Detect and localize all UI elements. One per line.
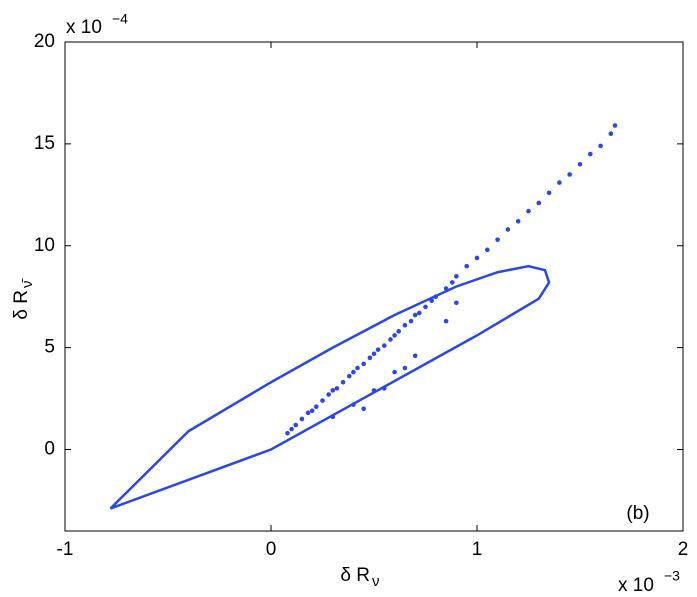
x-tick-label: 0 <box>266 539 277 560</box>
scatter-point <box>546 190 552 196</box>
scatter-point <box>382 343 387 348</box>
x-tick-label: 2 <box>678 539 689 560</box>
scatter-point <box>309 408 315 414</box>
x-axis-label: δ R <box>340 565 370 586</box>
scatter-point <box>330 388 336 393</box>
scatter-point <box>355 365 360 371</box>
scatter-point <box>326 392 331 397</box>
scatter-point <box>567 172 572 177</box>
scatter-point <box>577 161 583 167</box>
y-axis-label-group: δ R ν̄ <box>11 279 36 320</box>
scatter-point <box>305 410 311 416</box>
y-tick-label: 20 <box>34 31 55 52</box>
scatter-point <box>464 263 470 269</box>
curve <box>109 264 551 510</box>
scatter-point <box>423 304 428 310</box>
scatter-point <box>392 369 397 375</box>
scatter-point <box>443 318 449 324</box>
scatter-point <box>454 274 459 279</box>
y-tick-label: 15 <box>34 133 55 154</box>
scatter-point <box>375 347 381 352</box>
scatter-point <box>495 237 500 242</box>
scatter-point <box>367 355 373 361</box>
scatter-point <box>396 329 402 334</box>
scatter-point <box>412 353 418 359</box>
scatter-point <box>289 426 294 432</box>
y-multiplier: x 10 <box>66 17 102 38</box>
scatter-point <box>588 151 593 157</box>
scatter-point <box>408 318 414 324</box>
annotation: (b) <box>626 503 649 524</box>
scatter-point <box>536 200 542 206</box>
scatter-point <box>314 404 319 410</box>
scatter-point <box>334 386 340 391</box>
scatter-point <box>417 310 422 316</box>
scatter-point <box>361 406 367 412</box>
scatter-point <box>299 416 305 422</box>
scatter-point <box>474 255 480 261</box>
scatter-point <box>449 280 455 285</box>
scatter-point <box>293 422 299 428</box>
scatter-point <box>361 361 367 367</box>
scatter-point <box>402 365 408 371</box>
scatter-point <box>526 208 531 214</box>
scatter-point <box>346 373 352 379</box>
y-tick-label: 5 <box>44 337 55 358</box>
scatter-point <box>388 337 393 342</box>
scatter-point <box>505 227 511 232</box>
scatter-point <box>412 312 418 318</box>
x-axis-label-sub: ν <box>372 573 380 590</box>
scatter-point <box>285 430 290 436</box>
scatter-point <box>608 131 614 136</box>
x-tick-label: -1 <box>57 539 74 560</box>
scatter-point <box>557 180 562 185</box>
scatter-point <box>515 219 521 224</box>
scatter-point <box>598 143 603 149</box>
y-axis-label-sub: ν̄ <box>19 279 36 289</box>
scatter-point <box>371 351 377 357</box>
scatter-point <box>402 322 408 328</box>
scatter-point <box>392 333 397 338</box>
scatter-point <box>340 379 346 385</box>
y-multiplier-exp: −4 <box>112 11 128 27</box>
scatter-point <box>351 369 356 375</box>
x-tick-label: 1 <box>472 539 483 560</box>
scatter-point <box>485 247 490 253</box>
x-multiplier-exp: −3 <box>664 568 680 584</box>
scatter-point <box>612 123 618 128</box>
scatter-point <box>454 300 459 306</box>
y-tick-label: 10 <box>34 235 55 256</box>
scatter-point <box>320 398 325 403</box>
x-multiplier: x 10 <box>618 575 654 596</box>
plot-frame <box>64 41 684 532</box>
y-tick-label: 0 <box>44 439 55 460</box>
y-axis-label: δ R <box>11 290 32 320</box>
